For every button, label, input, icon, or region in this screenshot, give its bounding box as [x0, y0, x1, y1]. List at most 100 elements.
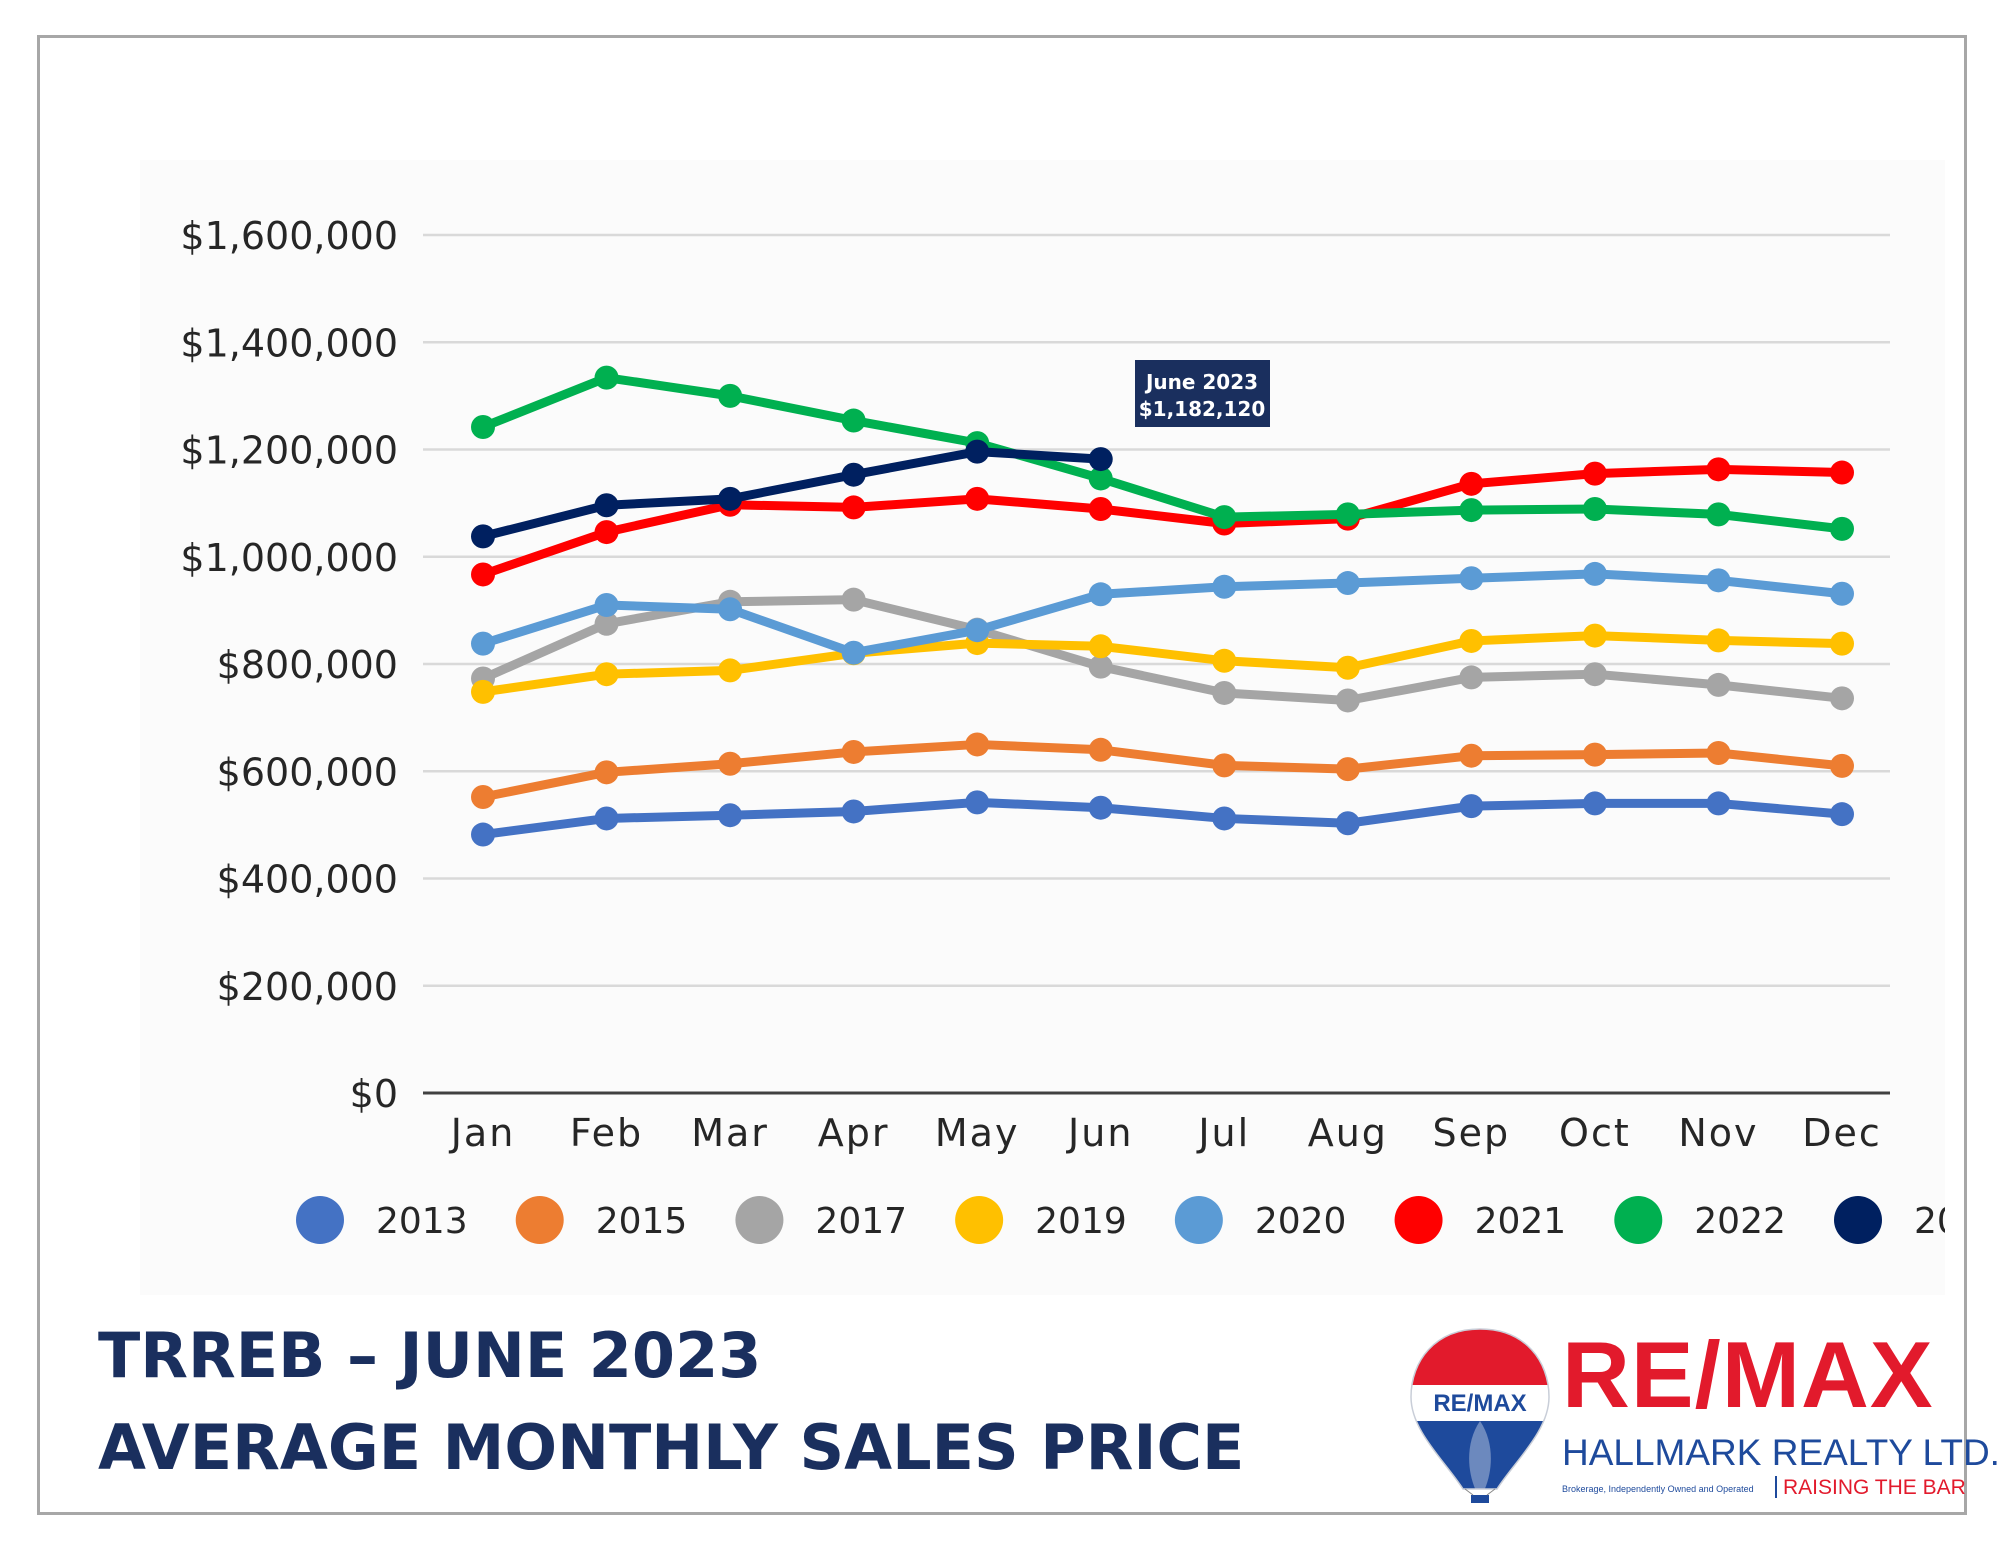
data-point — [594, 662, 619, 687]
data-point — [1582, 561, 1607, 586]
brand-logo: RE/MAX RE/MAX HALLMARK REALTY LTD. Broke… — [1405, 1323, 2000, 1513]
data-point — [1459, 628, 1484, 653]
data-point — [1212, 505, 1237, 530]
data-point — [841, 739, 866, 764]
data-point — [718, 383, 743, 408]
legend-marker — [1834, 1196, 1882, 1244]
callout-box — [1135, 360, 1270, 427]
legend-marker — [955, 1196, 1004, 1244]
legend-label: 2017 — [815, 1201, 907, 1242]
legend-label: 2023 — [1914, 1201, 1945, 1242]
legend-label: 2013 — [376, 1201, 468, 1242]
legend-marker — [1394, 1196, 1443, 1244]
data-point — [1212, 680, 1237, 705]
x-tick-label: Feb — [570, 1111, 643, 1155]
legend-label: 2019 — [1035, 1201, 1127, 1242]
x-tick-label: Jun — [1066, 1111, 1133, 1155]
chart-panel: $0 $200,000 $400,000 $600,000 $800,000 $1,000… — [140, 160, 1945, 1295]
legend-label: 2020 — [1255, 1201, 1347, 1242]
data-point — [1335, 688, 1360, 713]
legend-item-2021: 2021 — [1394, 1196, 1566, 1244]
x-tick-label: Nov — [1678, 1111, 1758, 1155]
data-point — [1088, 654, 1113, 679]
x-tick-label: Jul — [1196, 1111, 1250, 1155]
data-point — [471, 414, 495, 439]
series-2022 — [471, 365, 1854, 541]
y-tick-label: $1,600,000 — [180, 214, 398, 258]
y-tick-label: $800,000 — [217, 643, 398, 687]
series-line — [478, 631, 1847, 697]
legend-marker — [296, 1196, 344, 1244]
brand-tagline: RAISING THE BAR — [1783, 1476, 1966, 1499]
series-2015 — [471, 732, 1854, 809]
series-2020 — [471, 561, 1854, 665]
data-point — [471, 562, 495, 587]
brand-divider — [1775, 1476, 1777, 1498]
data-point — [1459, 665, 1484, 690]
y-tick-label: $400,000 — [217, 858, 398, 902]
x-tick-label: Dec — [1802, 1111, 1882, 1155]
brand-subtitle: HALLMARK REALTY LTD. — [1562, 1432, 2000, 1473]
data-point — [594, 593, 619, 618]
data-point — [1706, 741, 1731, 766]
y-tick-label: $0 — [350, 1072, 398, 1116]
data-point — [594, 760, 619, 785]
data-point — [1830, 581, 1854, 606]
brand-fine-print: Brokerage, Independently Owned and Opera… — [1562, 1484, 1754, 1494]
data-point — [1459, 566, 1484, 591]
callout-line-2: $1,182,120 — [1139, 397, 1266, 421]
balloon-label: RE/MAX — [1433, 1390, 1526, 1417]
legend-item-2020: 2020 — [1174, 1196, 1347, 1244]
data-point — [1212, 574, 1237, 599]
data-point — [1706, 791, 1731, 816]
data-point — [841, 587, 866, 612]
data-point — [1212, 806, 1237, 831]
data-point — [1459, 471, 1484, 496]
data-point — [1335, 571, 1360, 596]
data-point — [594, 365, 619, 390]
data-point — [594, 520, 619, 545]
series-line — [478, 797, 1847, 840]
data-point — [1706, 628, 1731, 653]
data-point — [471, 784, 495, 809]
data-point — [1582, 791, 1607, 816]
data-point — [718, 751, 743, 776]
infographic-frame: $0 $200,000 $400,000 $600,000 $800,000 $1,000… — [37, 35, 2000, 1515]
data-point — [1088, 582, 1113, 607]
legend-label: 2015 — [596, 1201, 688, 1242]
june-2023-callout: June 2023 $1,182,120 — [1135, 360, 1270, 427]
data-point — [1088, 497, 1113, 522]
series-line — [478, 373, 1847, 534]
data-point — [1706, 502, 1731, 527]
callout-line-1: June 2023 — [1144, 370, 1258, 394]
data-point — [594, 493, 619, 518]
line-chart: $0 $200,000 $400,000 $600,000 $800,000 $1,000… — [180, 214, 1945, 1244]
data-point — [1582, 461, 1607, 486]
data-point — [1706, 457, 1731, 482]
data-point — [471, 679, 495, 704]
data-point — [841, 462, 866, 487]
data-point — [1582, 742, 1607, 767]
x-tick-label: Mar — [691, 1111, 769, 1155]
x-tick-label: Apr — [818, 1111, 890, 1155]
data-point — [1582, 623, 1607, 648]
data-point — [1459, 794, 1484, 819]
y-tick-label: $1,400,000 — [180, 321, 398, 365]
hot-air-balloon-icon: RE/MAX — [1410, 1328, 1550, 1503]
data-point — [965, 486, 990, 511]
y-tick-label: $200,000 — [217, 965, 398, 1009]
x-tick-label: May — [935, 1111, 1020, 1155]
series-line — [478, 464, 1847, 579]
data-point — [1335, 811, 1360, 836]
legend-item-2019: 2019 — [955, 1196, 1127, 1244]
x-tick-label: Oct — [1559, 1111, 1631, 1155]
data-point — [1582, 662, 1607, 687]
x-tick-label: Aug — [1308, 1111, 1388, 1155]
data-point — [718, 803, 743, 828]
series-2019 — [471, 623, 1854, 704]
data-point — [965, 790, 990, 815]
series-2021 — [471, 457, 1854, 587]
data-point — [1459, 498, 1484, 523]
data-point — [1459, 743, 1484, 768]
x-tick-label: Jan — [449, 1111, 516, 1155]
